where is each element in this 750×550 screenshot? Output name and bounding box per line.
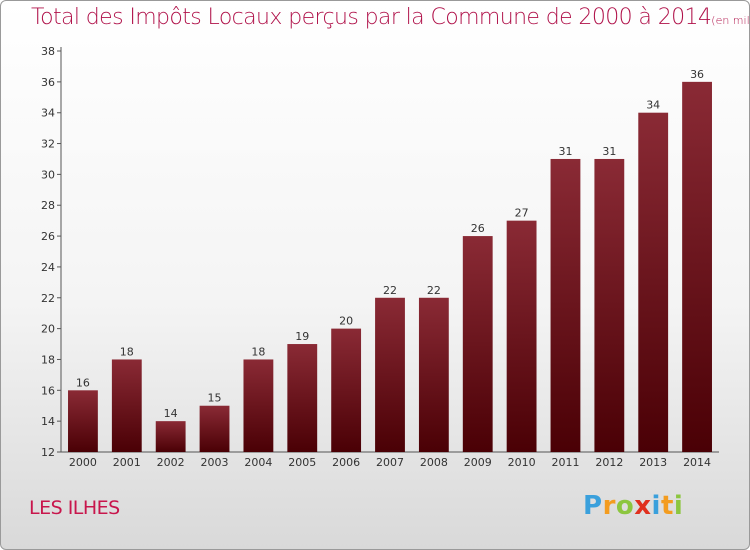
y-tick-label: 34 bbox=[41, 107, 55, 120]
y-tick-label: 14 bbox=[41, 415, 55, 428]
bar-value-label: 31 bbox=[558, 145, 572, 158]
logo-letter: x bbox=[634, 491, 652, 521]
x-tick-label: 2004 bbox=[244, 456, 272, 469]
bar-value-label: 26 bbox=[471, 222, 485, 235]
bar-value-label: 15 bbox=[208, 392, 222, 405]
bar-value-label: 31 bbox=[602, 145, 616, 158]
bar-value-label: 22 bbox=[427, 284, 441, 297]
y-tick-label: 26 bbox=[41, 230, 55, 243]
y-tick-label: 38 bbox=[41, 45, 55, 58]
bar-value-label: 18 bbox=[251, 345, 265, 358]
value-labels: 16 18 14 15 18 19 20 22 22 26 27 31 31 34 36 bbox=[76, 68, 704, 420]
x-tick-label: 2008 bbox=[420, 456, 448, 469]
y-tick-label: 22 bbox=[41, 292, 55, 305]
bar-value-label: 14 bbox=[164, 407, 178, 420]
bar bbox=[375, 297, 405, 452]
y-tick-label: 36 bbox=[41, 76, 55, 89]
logo-letter: P bbox=[583, 491, 603, 521]
commune-name: LES ILHES bbox=[29, 497, 120, 519]
title-unit: (en milliers d'€) bbox=[711, 14, 750, 27]
bar bbox=[111, 359, 142, 452]
y-tick-label: 24 bbox=[41, 261, 55, 274]
x-tick-label: 2005 bbox=[288, 456, 316, 469]
bar-value-label: 27 bbox=[515, 207, 529, 220]
bar bbox=[638, 112, 669, 452]
bar bbox=[550, 158, 581, 452]
bar bbox=[462, 236, 493, 452]
bar bbox=[331, 328, 362, 452]
bar bbox=[506, 220, 537, 452]
x-tick-label: 2000 bbox=[69, 456, 97, 469]
x-tick-label: 2009 bbox=[464, 456, 492, 469]
x-tick-label: 2002 bbox=[157, 456, 185, 469]
bar-value-label: 36 bbox=[690, 68, 704, 81]
y-tick-label: 18 bbox=[41, 353, 55, 366]
y-tick-label: 32 bbox=[41, 138, 55, 151]
x-tick-label: 2012 bbox=[595, 456, 623, 469]
chart-title: Total des Impôts Locaux perçus par la Co… bbox=[31, 5, 750, 30]
x-tick-label: 2001 bbox=[113, 456, 141, 469]
bar bbox=[155, 421, 186, 452]
logo-letter: i bbox=[673, 491, 684, 521]
bar-value-label: 16 bbox=[76, 376, 90, 389]
bar-value-label: 20 bbox=[339, 315, 353, 328]
logo-letter: t bbox=[660, 491, 674, 521]
x-tick-label: 2010 bbox=[508, 456, 536, 469]
bar-value-label: 34 bbox=[646, 99, 660, 112]
title-text: Total des Impôts Locaux perçus par la Co… bbox=[31, 5, 712, 30]
x-tick-label: 2006 bbox=[332, 456, 360, 469]
x-tick-label: 2014 bbox=[683, 456, 711, 469]
y-tick-label: 16 bbox=[41, 384, 55, 397]
bar-value-label: 19 bbox=[295, 330, 309, 343]
bar bbox=[287, 344, 318, 452]
x-tick-label: 2011 bbox=[551, 456, 579, 469]
bar bbox=[682, 81, 712, 452]
bar-value-label: 18 bbox=[120, 345, 134, 358]
y-tick-label: 28 bbox=[41, 199, 55, 212]
x-tick-label: 2003 bbox=[201, 456, 229, 469]
bar bbox=[199, 405, 230, 452]
x-tick-label: 2007 bbox=[376, 456, 404, 469]
y-tick-label: 12 bbox=[41, 446, 55, 459]
bar bbox=[594, 158, 625, 452]
y-tick-label: 30 bbox=[41, 168, 55, 181]
bar bbox=[68, 390, 98, 452]
logo-letter: i bbox=[651, 491, 661, 521]
proxiti-logo: Proxiti bbox=[583, 491, 683, 521]
axes: 12 14 16 18 20 22 24 26 28 30 32 34 36 38 2000 2001 2002… bbox=[41, 45, 719, 469]
logo-letter: r bbox=[602, 491, 616, 521]
y-tick-label: 20 bbox=[41, 323, 55, 336]
bars bbox=[68, 81, 712, 452]
logo-letter: o bbox=[615, 491, 635, 521]
bar bbox=[243, 359, 274, 452]
x-tick-label: 2013 bbox=[639, 456, 667, 469]
bar-value-label: 22 bbox=[383, 284, 397, 297]
bar bbox=[418, 297, 449, 452]
